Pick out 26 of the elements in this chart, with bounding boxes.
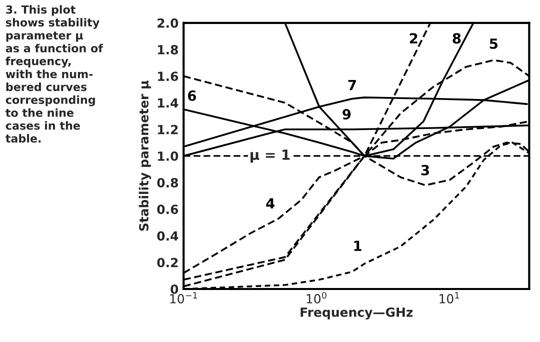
y-tick-label: 1.2: [158, 124, 178, 134]
series-label: 8: [452, 33, 461, 44]
y-tick-label: 0: [170, 284, 178, 294]
series-label: 6: [188, 90, 196, 101]
y-tick-label: 0.2: [157, 258, 178, 268]
ref-line-label: μ = 1: [250, 150, 290, 163]
series-label: 1: [354, 240, 362, 251]
y-tick-label: 1.6: [158, 72, 178, 82]
series-label: 3: [421, 164, 429, 176]
y-tick-label: 0.6: [157, 204, 178, 214]
text: 3. This plot shows stability parameter μ as a function of frequency, with the num- bered curves corresponding to the nine cases in the table.: [6, 5, 104, 143]
y-tick-label: 0.8: [157, 178, 178, 188]
y-tick-label: 1.8: [158, 44, 178, 54]
series-label: 4: [266, 198, 275, 208]
y-axis-title: Stability parameter μ: [138, 80, 152, 231]
x-tick-label: 10$^{1}$: [440, 292, 460, 304]
y-tick-label: 0.4: [157, 231, 178, 241]
y-tick-label: 1.4: [158, 98, 178, 108]
series-label: 2: [410, 33, 418, 44]
x-axis-title: Frequency—GHz: [300, 307, 413, 320]
series-label: 9: [342, 108, 351, 120]
y-tick-label: 1.0: [158, 151, 178, 161]
series-label: 7: [348, 80, 356, 90]
x-tick-label: 10$^{0}$: [306, 292, 326, 304]
y-tick-label: 2.0: [158, 18, 178, 28]
series-label: 5: [490, 38, 498, 49]
